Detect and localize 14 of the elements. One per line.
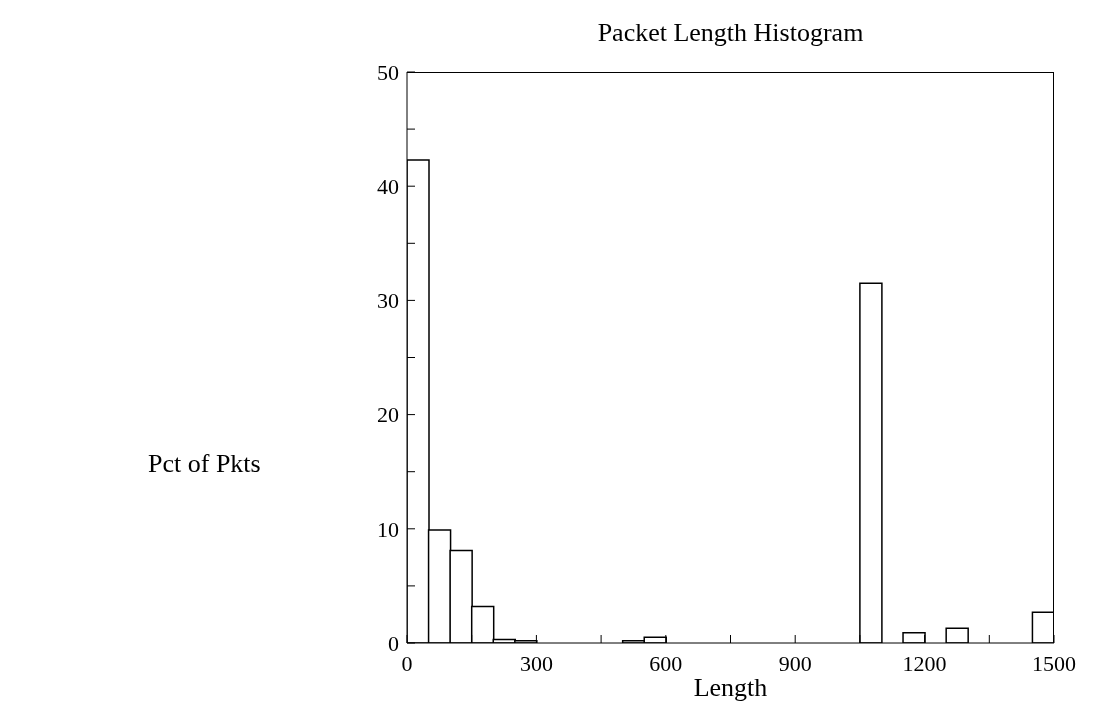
chart-title: Packet Length Histogram — [596, 18, 865, 48]
x-axis-title: Length — [693, 673, 768, 702]
x-tick-label: 300 — [519, 650, 553, 676]
x-tick-label: 600 — [649, 650, 683, 676]
y-tick-label: 0 — [388, 630, 399, 656]
y-tick-label: 20 — [377, 402, 399, 428]
y-tick-label: 40 — [377, 174, 399, 200]
y-tick-label: 50 — [377, 59, 399, 85]
y-tick-label: 10 — [377, 516, 399, 542]
y-tick-label: 30 — [377, 288, 399, 314]
x-tick-label: 900 — [778, 650, 812, 676]
y-axis-title: Pct of Pkts — [148, 448, 261, 479]
x-tick-label: 1200 — [902, 650, 947, 676]
x-tick-label: 1500 — [1032, 650, 1076, 676]
